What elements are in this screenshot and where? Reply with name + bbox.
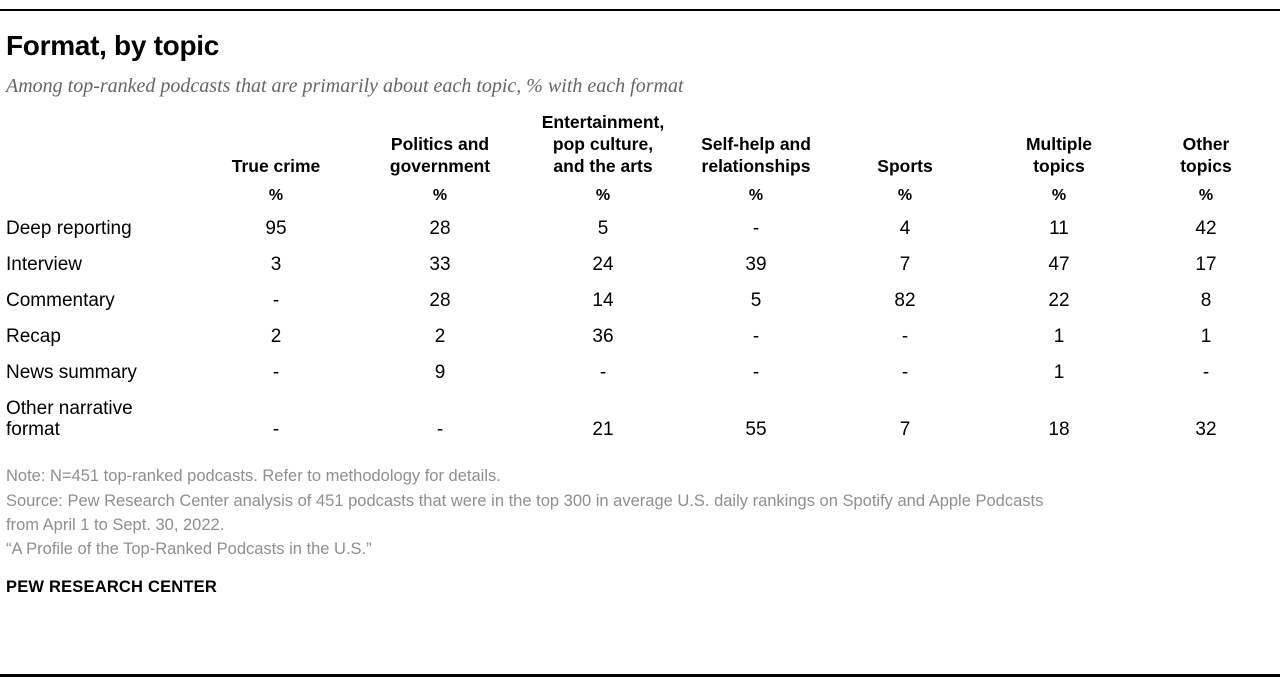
column-header-multiple-topics: Multiple topics (1025, 133, 1093, 176)
table-cell: - (436, 419, 444, 441)
table-cell: - (272, 289, 280, 311)
column-header-entertainment: Entertainment, pop culture, and the arts (541, 112, 665, 176)
table-cell: 28 (429, 217, 451, 239)
column-header-other-topics: Other topics (1180, 133, 1232, 176)
table-row: Deep reporting 95 28 5 - 4 11 42 (6, 211, 1274, 247)
unit-label: % (1198, 186, 1214, 204)
note-text: Note: N=451 top-ranked podcasts. Refer t… (6, 467, 501, 486)
table-cell: 47 (1048, 253, 1070, 275)
citation-text: “A Profile of the Top-Ranked Podcasts in… (6, 540, 372, 559)
unit-label: % (748, 186, 764, 204)
table-row: Commentary - 28 14 5 82 22 8 (6, 283, 1274, 319)
table-cell: 55 (745, 419, 767, 441)
row-label: News summary (6, 361, 137, 383)
source-text: Source: Pew Research Center analysis of … (6, 491, 1044, 534)
table-cell: 24 (592, 253, 614, 275)
table-cell: - (901, 361, 909, 383)
column-header-true-crime: True crime (231, 155, 321, 176)
figure-content: Format, by topic Among top-ranked podcas… (6, 30, 1274, 597)
table-cell: - (1202, 361, 1210, 383)
column-header-row: True crime Politics and government Enter… (6, 112, 1274, 180)
table-cell: - (901, 325, 909, 347)
unit-label: % (897, 186, 913, 204)
bottom-divider (0, 674, 1280, 677)
format-by-topic-table: True crime Politics and government Enter… (6, 112, 1274, 448)
table-cell: 33 (429, 253, 451, 275)
top-divider (0, 9, 1280, 11)
table-row: Interview 3 33 24 39 7 47 17 (6, 247, 1274, 283)
table-cell: 8 (1200, 289, 1212, 311)
table-cell: 2 (434, 325, 446, 347)
table-cell: - (752, 325, 760, 347)
table-cell: 39 (745, 253, 767, 275)
unit-label: % (432, 186, 448, 204)
table-cell: 3 (270, 253, 282, 275)
table-cell: 1 (1053, 325, 1065, 347)
table-cell: 9 (434, 361, 446, 383)
table-row: Recap 2 2 36 - - 1 1 (6, 319, 1274, 355)
unit-label: % (595, 186, 611, 204)
table-cell: - (272, 361, 280, 383)
table-cell: - (272, 419, 280, 441)
row-label: Deep reporting (6, 217, 132, 239)
table-row: Other narrative format - - 21 55 7 18 32 (6, 391, 1274, 449)
table-cell: 7 (899, 419, 911, 441)
unit-label: % (268, 186, 284, 204)
page-title: Format, by topic (6, 30, 219, 61)
unit-row: % % % % % % % (6, 180, 1274, 211)
row-label: Recap (6, 325, 61, 347)
row-label: Interview (6, 253, 83, 275)
table-cell: 5 (597, 217, 609, 239)
table-cell: 14 (592, 289, 614, 311)
table-cell: 4 (899, 217, 911, 239)
column-header-sports: Sports (877, 155, 933, 176)
row-label: Other narrative format (6, 397, 133, 441)
row-label: Commentary (6, 289, 115, 311)
table-cell: 42 (1195, 217, 1217, 239)
table-cell: 28 (429, 289, 451, 311)
table-cell: 32 (1195, 419, 1217, 441)
table-cell: 11 (1049, 217, 1069, 239)
figure-subtitle: Among top-ranked podcasts that are prima… (6, 75, 684, 97)
table-cell: - (752, 361, 760, 383)
table-cell: 7 (899, 253, 911, 275)
table-cell: 2 (270, 325, 282, 347)
table-cell: - (599, 361, 607, 383)
table-cell: 21 (592, 419, 614, 441)
pew-research-center-wordmark: PEW RESEARCH CENTER (6, 578, 217, 597)
table-cell: 95 (265, 217, 287, 239)
table-cell: 18 (1048, 419, 1070, 441)
table-cell: - (752, 217, 760, 239)
table-cell: 17 (1195, 253, 1217, 275)
table-cell: 36 (592, 325, 614, 347)
unit-label: % (1051, 186, 1067, 204)
table-row: News summary - 9 - - - 1 - (6, 355, 1274, 391)
column-header-politics-government: Politics and government (389, 133, 491, 176)
table-cell: 1 (1053, 361, 1065, 383)
table-cell: 82 (894, 289, 916, 311)
table-cell: 1 (1200, 325, 1212, 347)
corner-cell (6, 112, 196, 180)
unit-corner-cell (6, 180, 196, 211)
column-header-self-help: Self-help and relationships (701, 133, 811, 176)
table-cell: 5 (750, 289, 762, 311)
table-cell: 22 (1048, 289, 1070, 311)
figure-footer: Note: N=451 top-ranked podcasts. Refer t… (6, 464, 1274, 597)
